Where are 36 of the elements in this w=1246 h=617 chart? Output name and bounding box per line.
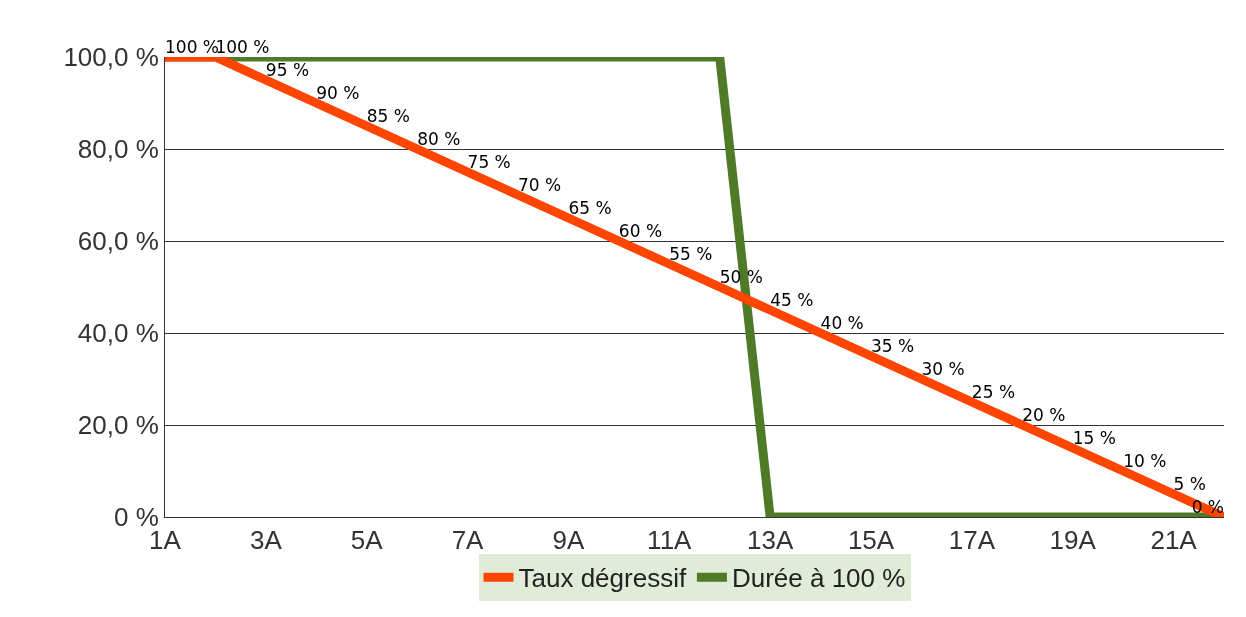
x-tick-label: 9A <box>552 525 585 556</box>
x-tick-label: 17A <box>948 525 996 556</box>
x-tick-label: 19A <box>1049 525 1097 556</box>
legend-label: Durée à 100 % <box>731 563 906 594</box>
data-label: 55 % <box>669 243 713 264</box>
x-tick-label: 11A <box>647 525 693 556</box>
y-tick-label: 100,0 % <box>63 42 159 73</box>
data-label: 20 % <box>1022 404 1066 425</box>
data-label: 5 % <box>1173 473 1206 494</box>
data-label: 95 % <box>265 59 310 80</box>
data-label: 60 % <box>618 220 663 241</box>
data-label: 35 % <box>871 335 915 356</box>
x-tick-label: 3A <box>249 525 283 556</box>
data-label: 15 % <box>1072 427 1116 448</box>
y-tick-label: 60,0 % <box>77 226 159 257</box>
x-tick-label: 13A <box>747 525 794 556</box>
data-label: 85 % <box>366 105 410 126</box>
data-label: 10 % <box>1123 450 1167 471</box>
data-label: 90 % <box>316 82 360 103</box>
y-tick-label: 40,0 % <box>77 318 159 349</box>
data-label: 80 % <box>417 128 461 149</box>
legend-label: Taux dégressif <box>518 563 687 594</box>
x-tick-label: 5A <box>350 525 384 556</box>
data-label: 65 % <box>568 197 612 218</box>
y-tick-label: 80,0 % <box>77 134 159 165</box>
data-label: 75 % <box>467 151 511 172</box>
data-label: 45 % <box>770 289 814 310</box>
x-tick-label: 7A <box>451 525 485 556</box>
y-tick-label: 20,0 % <box>77 410 159 441</box>
x-tick-label: 15A <box>847 525 895 556</box>
data-label: 30 % <box>921 358 965 379</box>
data-label: 25 % <box>971 381 1016 402</box>
data-label: 40 % <box>820 312 864 333</box>
data-label: 70 % <box>518 174 562 195</box>
x-tick-label: 21A <box>1150 525 1198 556</box>
x-tick-label: 1A <box>149 525 182 556</box>
